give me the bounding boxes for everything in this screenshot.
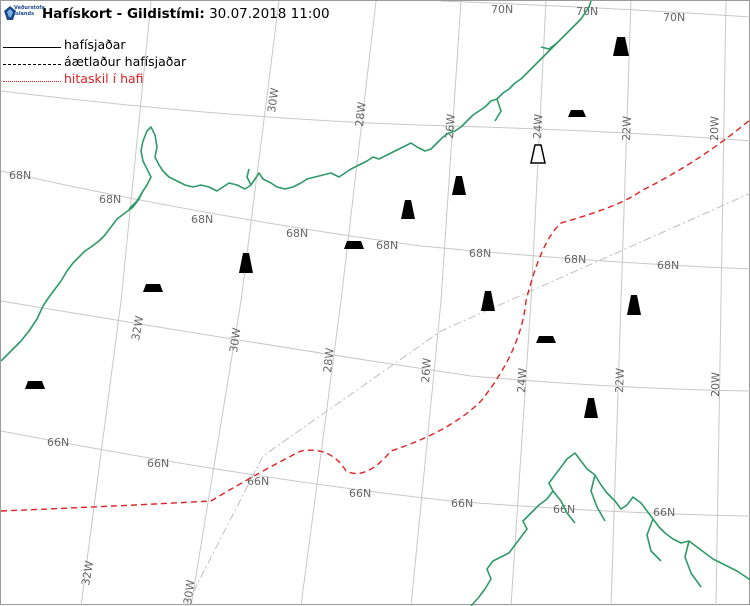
- label-68n-g: 68N: [564, 253, 586, 266]
- iceberg-filled: [401, 200, 415, 219]
- iceland-fjord-1: [552, 490, 576, 524]
- label-24w-b: 24W: [515, 368, 529, 394]
- label-66n-a: 66N: [47, 436, 69, 449]
- label-68n-d: 68N: [286, 227, 308, 240]
- iceberg-outline: [530, 144, 546, 164]
- title-label: Hafískort - Gildistími:: [42, 6, 205, 22]
- valid-time: 30.07.2018 11:00: [209, 6, 330, 22]
- label-20w-b: 20W: [709, 372, 722, 397]
- label-32w-a: 32W: [129, 315, 146, 342]
- meridian-30w: [190, 1, 280, 606]
- label-66n-d: 66N: [349, 487, 371, 500]
- label-66n-c: 66N: [247, 475, 269, 488]
- boundary-line: [185, 192, 750, 606]
- map-legend: hafísjaðar áætlaður hafísjaðar hitaskil …: [3, 36, 186, 87]
- iceberg-flat: [344, 241, 364, 249]
- meridian-32w: [80, 1, 152, 606]
- label-66n-f: 66N: [553, 503, 575, 516]
- label-66n-e: 66N: [451, 497, 473, 510]
- label-68n-b: 68N: [99, 193, 121, 206]
- meridian-20w: [715, 1, 727, 606]
- greenland-coastline: [1, 1, 592, 362]
- label-68n-e: 68N: [376, 239, 398, 252]
- label-20w-a: 20W: [708, 116, 721, 141]
- parallel-66n: [1, 430, 750, 517]
- iceberg-markers: [25, 37, 641, 418]
- iceberg-filled: [239, 253, 253, 273]
- label-68n-h: 68N: [657, 259, 679, 272]
- legend-item-temperature-front: hitaskil í hafi: [3, 70, 186, 87]
- iceberg-filled: [627, 295, 641, 315]
- latitude-lines: [1, 1, 750, 517]
- iceberg-flat: [536, 336, 556, 343]
- iceberg-flat: [143, 284, 163, 292]
- estimated-ice-edge-swatch: [3, 64, 61, 65]
- label-70n-b: 70N: [576, 5, 598, 18]
- legend-label: hitaskil í hafi: [64, 71, 144, 86]
- coastline-fjord-1: [128, 190, 144, 210]
- vedurstofa-logo: Veðurstofa Íslands: [3, 4, 45, 24]
- label-70n-c: 70N: [663, 11, 685, 24]
- map-title: Hafískort - Gildistími: 30.07.2018 11:00: [42, 6, 330, 22]
- label-68n-c: 68N: [191, 213, 213, 226]
- iceberg-filled: [613, 37, 629, 56]
- iceberg-flat: [568, 110, 586, 117]
- label-30w-a: 30W: [265, 87, 281, 114]
- grid-labels: 70N 70N 70N 68N 68N 68N 68N 68N 68N 68N …: [9, 3, 722, 605]
- logo-icon: [4, 6, 16, 20]
- iceberg-filled: [584, 398, 598, 418]
- parallel-70n: [440, 1, 750, 18]
- label-30w-b: 30W: [227, 327, 243, 354]
- label-68n-a: 68N: [9, 169, 31, 182]
- parallel-a: [1, 300, 750, 392]
- label-28w-a: 28W: [353, 101, 369, 127]
- meridian-22w: [610, 1, 632, 606]
- iceland-fjord-3: [646, 518, 662, 562]
- label-24w-a: 24W: [531, 114, 545, 140]
- meridian-26w: [410, 1, 462, 606]
- legend-label: áætlaður hafísjaðar: [64, 54, 187, 69]
- temperature-front: [1, 118, 750, 512]
- meridian-24w: [510, 1, 547, 606]
- coastline-fjord-4: [540, 42, 558, 50]
- coastline-fjord-2: [246, 168, 252, 186]
- label-32w-b: 32W: [79, 560, 96, 587]
- longitude-lines: [80, 1, 727, 606]
- temperature-front-swatch: [3, 81, 61, 82]
- label-70n-a: 70N: [491, 3, 513, 16]
- meridian-28w: [300, 1, 377, 606]
- legend-item-ice-edge: hafísjaðar: [3, 36, 186, 53]
- legend-item-estimated-ice-edge: áætlaður hafísjaðar: [3, 53, 186, 70]
- iceberg-flat: [25, 381, 45, 389]
- iceberg-filled: [452, 176, 466, 195]
- label-22w-a: 22W: [620, 116, 634, 141]
- iceland-fjord-2: [590, 474, 606, 522]
- label-22w-b: 22W: [613, 368, 627, 393]
- iceberg-filled: [481, 291, 495, 311]
- label-68n-f: 68N: [469, 247, 491, 260]
- parallel-68n: [1, 170, 750, 270]
- label-26w-a: 26W: [443, 113, 458, 139]
- label-28w-b: 28W: [321, 347, 337, 373]
- legend-label: hafísjaðar: [64, 37, 126, 52]
- iceland-fjord-4: [684, 540, 702, 588]
- map-header: Veðurstofa Íslands Hafískort - Gildistím…: [3, 3, 330, 25]
- ice-edge-swatch: [3, 47, 61, 48]
- parallel-b: [1, 90, 750, 142]
- label-66n-g: 66N: [653, 506, 675, 519]
- label-66n-b: 66N: [147, 457, 169, 470]
- label-30w-c: 30W: [181, 579, 197, 606]
- coastline-fjord-3: [494, 98, 502, 122]
- logo-text: Veðurstofa Íslands: [14, 5, 45, 17]
- label-26w-b: 26W: [419, 357, 434, 383]
